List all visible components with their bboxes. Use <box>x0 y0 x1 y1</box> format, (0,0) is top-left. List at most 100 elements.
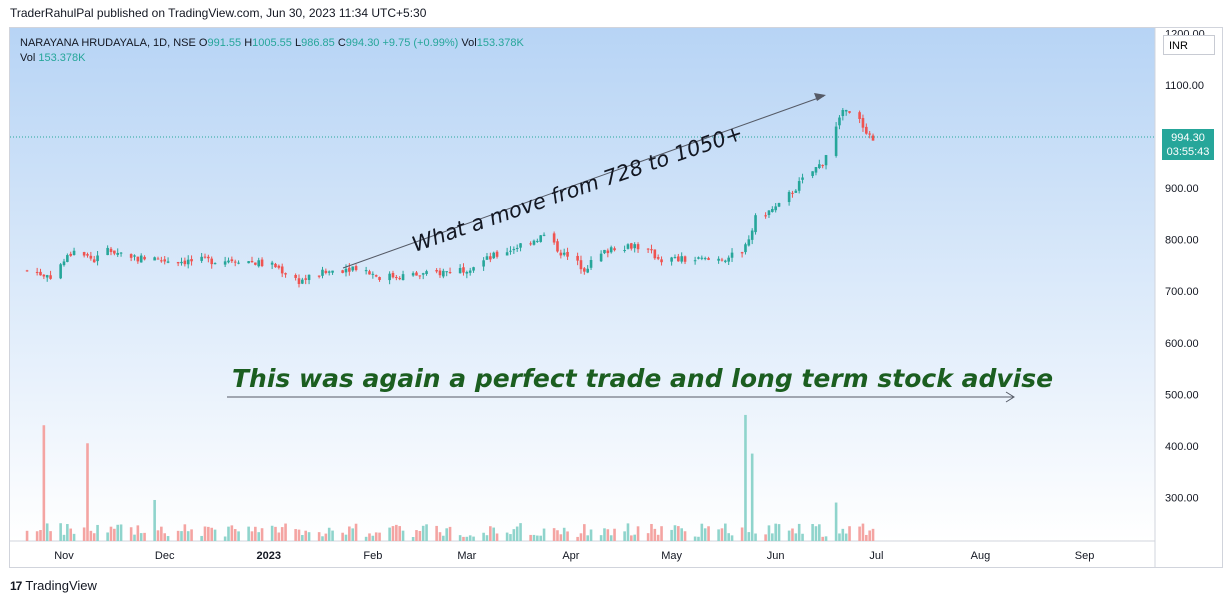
candle-body <box>532 240 536 245</box>
volume-bar <box>180 531 183 541</box>
volume-bar <box>223 536 227 541</box>
volume-bar <box>284 523 287 541</box>
volume-bar <box>133 534 136 541</box>
symbol-title: NARAYANA HRUDAYALA, 1D, NSE <box>20 37 196 49</box>
volume-bar <box>744 414 747 541</box>
volume-bar <box>844 533 848 541</box>
volume-bar <box>203 526 207 541</box>
volume-bar <box>438 532 442 541</box>
volume-bar <box>677 526 680 541</box>
volume-bar <box>294 529 297 541</box>
volume-bar <box>542 528 546 541</box>
candle-body <box>834 126 838 156</box>
last-price-tag: 994.30 03:55:43 <box>1162 129 1214 160</box>
candle-body <box>183 260 187 265</box>
candle-body <box>586 268 589 273</box>
candle-body <box>307 274 311 281</box>
chart-frame[interactable]: 1200.001100.00900.00800.00700.00600.0050… <box>9 27 1223 568</box>
candle-body <box>485 256 489 260</box>
trade-arrow-head <box>1005 391 1015 403</box>
volume-bar <box>865 534 868 541</box>
candle-body <box>176 262 180 264</box>
volume-bar <box>636 526 640 541</box>
volume-bar <box>841 528 845 541</box>
volume-bar <box>536 535 539 541</box>
price-tick-label: 700.00 <box>1165 286 1199 298</box>
time-tick-label: 2023 <box>257 550 281 562</box>
candle-body <box>767 210 771 216</box>
candle-body <box>750 230 754 240</box>
price-tick-label: 600.00 <box>1165 338 1199 350</box>
candle-body <box>529 243 532 245</box>
candle-body <box>468 270 472 273</box>
volume-bar <box>818 524 821 541</box>
volume-bar <box>552 528 556 541</box>
volume-bar <box>317 532 321 541</box>
volume-bar <box>465 536 469 541</box>
time-tick-label: Jul <box>869 550 883 562</box>
time-tick-label: May <box>661 550 682 562</box>
last-price-value: 994.30 <box>1171 132 1205 144</box>
currency-selector[interactable]: INR <box>1163 35 1215 55</box>
candle-body <box>186 259 190 265</box>
candle-body <box>536 240 539 242</box>
volume-bar <box>364 536 368 541</box>
volume-bar <box>683 531 687 541</box>
volume-bar <box>599 535 603 541</box>
plot-background <box>10 28 1155 541</box>
footer-brand[interactable]: 17 TradingView <box>10 578 97 593</box>
candle-body <box>317 275 321 277</box>
volume-bar <box>166 536 170 541</box>
volume-bar <box>301 535 304 541</box>
candle-body <box>556 241 559 252</box>
volume-bar <box>129 527 133 541</box>
high-label: H <box>244 37 253 49</box>
volume-bar <box>307 532 311 541</box>
volume-bar <box>724 523 727 541</box>
volume-bar <box>327 527 331 541</box>
volume-bar <box>153 499 156 541</box>
candle-body <box>794 190 798 193</box>
candle-body <box>143 256 146 260</box>
move-arrow-line <box>342 95 825 269</box>
candle-body <box>66 255 69 262</box>
volume-bar <box>25 530 29 541</box>
time-axis: Nov Dec 2023 Feb Mar Apr May Jun Jul Aug Sep <box>54 550 1094 562</box>
volume-bar <box>160 526 163 541</box>
candle-body <box>613 248 616 251</box>
brand-name: TradingView <box>25 578 97 593</box>
volume-bar <box>720 528 724 541</box>
volume-bar <box>89 530 93 541</box>
candle-body <box>72 250 76 255</box>
legend-line-1: NARAYANA HRUDAYALA, 1D, NSE O991.55 H100… <box>20 36 524 51</box>
candle-body <box>418 275 422 277</box>
candle-body <box>374 275 378 277</box>
volume-bar <box>697 536 700 541</box>
volume-bar <box>750 453 754 541</box>
volume-bar <box>505 532 509 541</box>
candle-body <box>411 273 415 276</box>
candle-body <box>388 273 391 281</box>
candle-body <box>351 266 355 271</box>
candle-body <box>599 253 603 262</box>
candle-body <box>821 165 824 167</box>
volume-bar <box>646 533 650 541</box>
candle-body <box>700 257 704 259</box>
candle-body <box>818 164 821 168</box>
volume-bar <box>462 536 465 541</box>
candle-body <box>505 252 509 256</box>
candle-body <box>294 275 297 278</box>
trade-annotation: This was again a perfect trade and long … <box>232 364 1053 393</box>
candle-body <box>603 249 606 254</box>
candle-body <box>791 192 794 194</box>
volume-bar <box>797 523 801 541</box>
volume-bar <box>824 536 828 541</box>
price-chart[interactable]: 1200.001100.00900.00800.00700.00600.0050… <box>10 28 1222 567</box>
candle-body <box>213 263 217 265</box>
candle-body <box>626 244 630 249</box>
volume-bar <box>435 525 438 541</box>
volume-bar <box>791 528 794 541</box>
volume-bar <box>653 528 657 541</box>
candle-body <box>562 252 566 255</box>
candle-body <box>116 252 120 255</box>
